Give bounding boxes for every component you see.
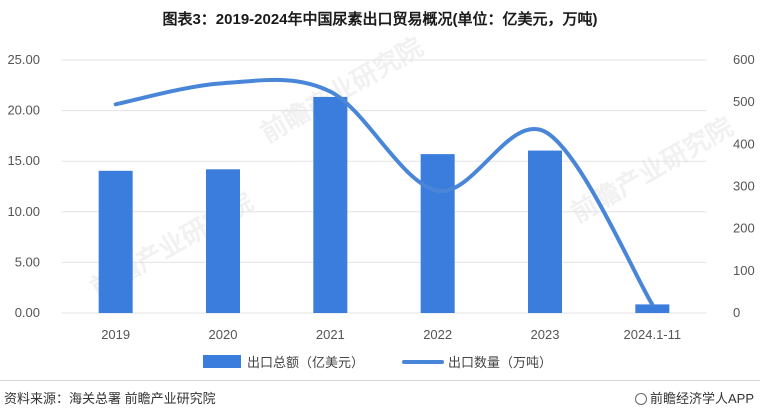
y-right-tick-label: 600 bbox=[733, 52, 755, 67]
y-right-tick-label: 0 bbox=[733, 305, 740, 320]
x-tick-label: 2022 bbox=[423, 327, 452, 342]
x-tick-label: 2024.1-11 bbox=[624, 327, 682, 342]
brand-label: 前瞻经济学人APP bbox=[634, 388, 754, 407]
legend-bar-swatch bbox=[203, 355, 241, 368]
x-tick-label: 2021 bbox=[316, 327, 345, 342]
legend-label: 出口数量（万吨） bbox=[448, 355, 552, 370]
x-tick-label: 2023 bbox=[531, 327, 560, 342]
line-series bbox=[113, 77, 655, 307]
y-right-tick-label: 400 bbox=[733, 136, 755, 151]
bar bbox=[635, 304, 670, 313]
brand-text: 前瞻经济学人APP bbox=[649, 391, 754, 406]
bar bbox=[420, 154, 455, 313]
y-left-tick-label: 25.00 bbox=[7, 52, 40, 67]
chart-area: 0.00 5.00 10.00 15.00 20.00 25.00 0 100 200 300 40… bbox=[7, 52, 755, 370]
brand-logo-icon bbox=[634, 393, 647, 405]
y-right-tick-label: 200 bbox=[733, 221, 755, 236]
y-left-tick-label: 10.00 bbox=[7, 204, 40, 219]
legend-label: 出口总额（亿美元） bbox=[247, 355, 364, 370]
y-left-tick-label: 5.00 bbox=[15, 254, 40, 269]
bar bbox=[528, 150, 562, 313]
y-right-tick-label: 500 bbox=[733, 94, 755, 109]
y-left-tick-label: 15.00 bbox=[7, 153, 40, 168]
footer-divider bbox=[0, 380, 760, 381]
y-right-tick-label: 300 bbox=[733, 179, 755, 194]
chart-title: 图表3：2019-2024年中国尿素出口贸易概况(单位：亿美元，万吨) bbox=[162, 11, 598, 28]
source-note: 资料来源：海关总署 前瞻产业研究院 bbox=[4, 391, 216, 406]
y-left-tick-label: 20.00 bbox=[7, 103, 40, 118]
x-tick-label: 2020 bbox=[209, 327, 238, 342]
x-tick-label: 2019 bbox=[101, 327, 130, 342]
bar bbox=[98, 170, 133, 313]
y-right-tick-label: 100 bbox=[733, 263, 755, 278]
y-left-tick-label: 0.00 bbox=[15, 305, 40, 320]
bar bbox=[313, 96, 348, 313]
bar bbox=[206, 169, 240, 313]
